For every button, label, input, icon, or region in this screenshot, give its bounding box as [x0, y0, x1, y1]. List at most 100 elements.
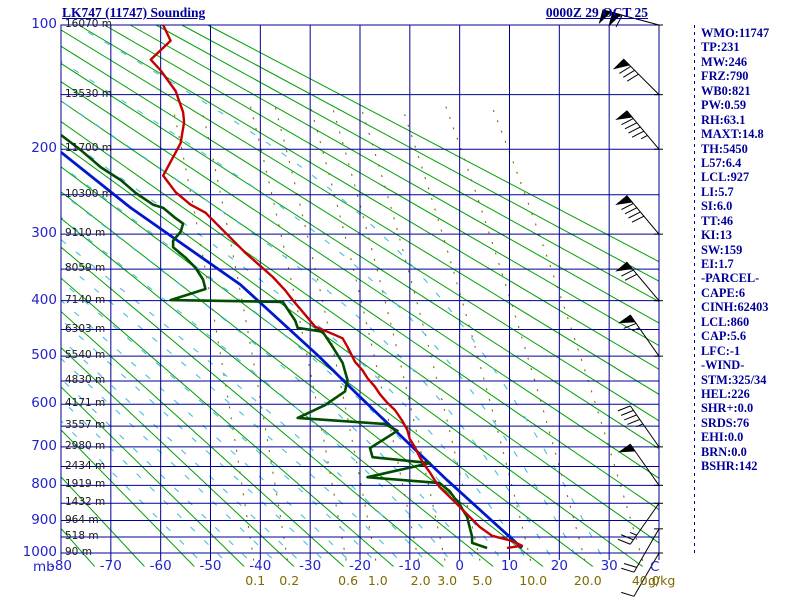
temperature-axis-label: 20 — [550, 558, 568, 574]
dry-adiabat-line — [61, 62, 659, 450]
temperature-axis-label: -10 — [398, 558, 421, 574]
stats-line: KI:13 — [701, 228, 732, 243]
mixing-ratio-label: 0.2 — [279, 573, 300, 588]
altitude-label: 6303 m — [65, 322, 106, 335]
altitude-label: 13530 m — [65, 87, 112, 100]
stats-line: BRN:0.0 — [701, 444, 747, 459]
dry-adiabat-line — [61, 29, 659, 395]
mixing-ratio-line — [331, 106, 447, 567]
stats-line: EHI:0.0 — [701, 430, 744, 445]
stats-line: STM:325/34 — [701, 372, 767, 387]
wind-barb — [617, 443, 663, 486]
barb-full — [621, 118, 634, 126]
barb-pennant — [598, 9, 612, 25]
mixing-ratio-line — [401, 106, 533, 567]
temperature-axis-label: -80 — [49, 558, 73, 574]
pressure-axis-label: 400 — [31, 291, 57, 308]
stats-line: TP:231 — [701, 40, 740, 55]
barb-full — [620, 409, 634, 416]
mixing-ratio-label: 0.1 — [245, 573, 266, 588]
temperature-axis-label: -20 — [348, 558, 372, 574]
barb-pennant — [615, 110, 633, 121]
barb-full — [624, 207, 638, 215]
pressure-axis-label: 500 — [31, 347, 57, 364]
altitude-label: 4830 m — [65, 373, 106, 386]
stats-line: MAXT:14.8 — [701, 127, 764, 142]
wind-barb — [621, 552, 663, 597]
pressure-axis-label: 300 — [31, 225, 57, 242]
altitude-label: 9110 m — [65, 227, 106, 240]
dewpoint-curve — [61, 133, 488, 550]
altitude-label: 1432 m — [65, 496, 106, 509]
barb-full — [627, 418, 640, 425]
pressure-axis-label: 800 — [31, 476, 57, 493]
altitude-label: 10300 m — [65, 187, 112, 200]
mixing-ratio-label: 40.0 — [631, 573, 660, 588]
barb-half — [640, 134, 648, 140]
wind-barb — [612, 58, 663, 96]
stats-line: PW:0.59 — [701, 98, 747, 113]
dry-adiabat-line — [61, 81, 659, 479]
stats-line: LCL:927 — [701, 170, 750, 185]
altitude-label: 5540 m — [65, 349, 106, 362]
temperature-axis-label: -60 — [149, 558, 172, 574]
mixing-ratio-line — [200, 106, 290, 567]
dry-adiabat-line — [61, 166, 594, 567]
stats-line: TT:46 — [701, 213, 734, 228]
temperature-axis-label: 10 — [500, 558, 519, 574]
stats-line: WB0:821 — [701, 83, 751, 98]
stats-line: CINH:62403 — [701, 300, 769, 315]
barb-staff — [633, 552, 660, 597]
moist-adiabat-line — [75, 24, 608, 567]
stats-line: SHR+:0.0 — [701, 401, 754, 416]
mixing-ratio-line — [274, 106, 378, 567]
barb-full — [617, 405, 631, 412]
pressure-axis-label: 700 — [31, 437, 57, 454]
stats-line: CAPE:6 — [701, 285, 746, 300]
barb-pennant — [608, 11, 622, 27]
barb-pennant — [612, 58, 631, 70]
dry-adiabat-line — [78, 24, 659, 370]
temperature-curve — [149, 24, 524, 550]
pressure-temp-grid — [60, 24, 695, 560]
wind-barb — [617, 502, 663, 545]
barb-full — [621, 203, 634, 211]
barb-full — [624, 273, 638, 281]
altitude-label: 964 m — [65, 513, 99, 526]
barb-full — [617, 538, 631, 545]
barb-staff — [629, 503, 660, 545]
stats-panel: WMO:11747 TP:231 MW:246 FRZ:790 WB0:821 PW:0.… — [701, 26, 769, 474]
barb-full — [621, 591, 635, 597]
altitude-label: 2980 m — [65, 439, 106, 452]
dry-adiabat-line — [61, 217, 494, 567]
chart-title: LK747 (11747) Sounding — [62, 5, 206, 20]
pressure-axis-label: 100 — [31, 16, 57, 32]
barb-staff — [629, 405, 660, 448]
dry-adiabat-line — [181, 24, 659, 282]
dry-adiabat-line — [61, 121, 659, 544]
barb-full — [624, 122, 638, 130]
pressure-axis-label: 1000 — [22, 544, 57, 560]
barb-staff — [633, 528, 660, 573]
barb-full — [628, 126, 641, 134]
temperature-axis-label: -70 — [99, 558, 122, 574]
moist-adiabat-line — [61, 216, 457, 567]
barb-pennant — [615, 261, 633, 272]
barb-full — [623, 563, 637, 568]
mixing-ratio-label: 5.0 — [472, 573, 493, 588]
stats-line: CAP:5.6 — [701, 329, 747, 344]
stats-line: TH:5450 — [701, 141, 748, 156]
barb-full — [615, 14, 623, 28]
altitude-label: 90 m — [65, 546, 92, 558]
mixing-ratio-label: 3.0 — [437, 573, 458, 588]
barb-pennant — [615, 195, 633, 205]
stats-line: MW:246 — [701, 54, 748, 69]
moist-adiabat-line — [61, 192, 482, 567]
barb-half — [636, 423, 644, 428]
barb-full — [621, 567, 635, 573]
temperature-axis-label: 30 — [600, 558, 618, 574]
wind-barb — [621, 528, 663, 573]
stats-line: HEL:226 — [701, 386, 750, 401]
wind-barb — [615, 195, 663, 235]
dry-adiabat-line — [61, 310, 345, 567]
